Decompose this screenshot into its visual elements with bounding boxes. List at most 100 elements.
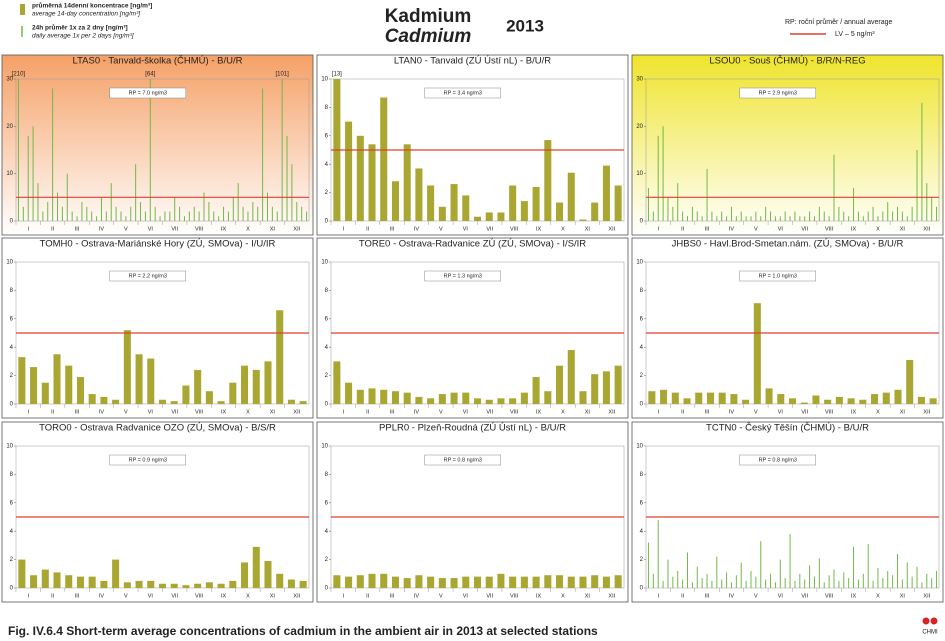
panel: TORO0 - Ostrava Radvanice OZO (ZÚ, SMOva… xyxy=(1,421,314,603)
x-tick-label: VII xyxy=(171,593,178,599)
bar xyxy=(509,576,517,588)
y-tick-label: 2 xyxy=(640,557,644,563)
x-tick-label: III xyxy=(705,409,710,415)
x-tick-label: IX xyxy=(221,226,227,232)
y-tick-label: 0 xyxy=(325,219,329,225)
y-tick-label: 8 xyxy=(325,105,329,111)
bar xyxy=(123,330,131,404)
x-tick-label: X xyxy=(561,593,565,599)
y-tick-label: 10 xyxy=(6,444,13,450)
x-tick-label: III xyxy=(705,593,710,599)
panel-title: LTAS0 - Tanvald-školka (ČHMÚ) - B/U/R xyxy=(73,56,243,67)
x-tick-label: V xyxy=(439,226,443,232)
x-tick-label: XII xyxy=(293,593,300,599)
bar xyxy=(264,561,272,588)
bar xyxy=(391,181,399,221)
bar xyxy=(427,398,435,404)
y-tick-label: 4 xyxy=(640,345,644,351)
x-tick-label: II xyxy=(681,409,685,415)
bar xyxy=(602,371,610,404)
x-tick-label: VII xyxy=(171,409,178,415)
bar xyxy=(591,202,599,221)
x-tick-label: X xyxy=(561,409,565,415)
series xyxy=(18,546,307,588)
bar xyxy=(509,398,517,404)
bar xyxy=(614,185,622,221)
bar xyxy=(403,144,411,221)
bar xyxy=(485,212,493,221)
rp-label: RP = 1.3 ng/m3 xyxy=(444,273,482,279)
bar xyxy=(614,365,622,404)
y-tick-label: 8 xyxy=(325,288,329,294)
x-tick-label: I xyxy=(657,593,659,599)
bar xyxy=(695,392,703,404)
bar xyxy=(403,392,411,404)
panel-frame xyxy=(316,421,629,603)
clipped-value-label: [210] xyxy=(12,72,26,78)
bar xyxy=(368,573,376,588)
y-tick-label: 10 xyxy=(636,260,643,266)
y-tick-label: 6 xyxy=(640,500,644,506)
x-tick-label: IX xyxy=(221,593,227,599)
x-tick-label: X xyxy=(876,226,880,232)
bar xyxy=(473,398,482,404)
bar xyxy=(368,388,376,404)
bar xyxy=(602,576,610,588)
bar xyxy=(41,569,49,588)
bar xyxy=(135,354,143,404)
x-tick-label: IX xyxy=(851,226,857,232)
bar xyxy=(730,394,738,404)
x-tick-label: II xyxy=(366,593,370,599)
bar xyxy=(671,392,679,404)
panel: TCTN0 - Český Těšín (ČHMÚ) - B/U/R 0 2 4 6 8 1… xyxy=(631,421,944,603)
bar xyxy=(473,216,482,221)
bar xyxy=(356,389,364,404)
y-tick-label: 6 xyxy=(325,133,329,139)
x-tick-label: XII xyxy=(923,593,930,599)
clipped-value-label: [13] xyxy=(332,72,342,78)
panel-title: TORE0 - Ostrava-Radvanice ZÚ (ZÚ, SMOva)… xyxy=(359,239,586,250)
bar xyxy=(53,572,61,588)
bar xyxy=(427,576,435,588)
bar xyxy=(333,361,341,404)
y-tick-label: 6 xyxy=(325,500,329,506)
bar xyxy=(660,389,668,404)
legend-label: 24h průměr 1x za 2 dny [ng/m³] xyxy=(32,24,128,32)
bar xyxy=(438,206,446,221)
bar xyxy=(450,392,458,404)
panel-title: LSOU0 - Souš (ČHMÚ) - B/R/N-REG xyxy=(709,56,865,67)
x-tick-label: V xyxy=(754,226,758,232)
x-tick-label: I xyxy=(657,226,659,232)
bar xyxy=(824,399,832,404)
bar xyxy=(18,559,26,588)
bar xyxy=(462,576,470,588)
x-tick-label: VIII xyxy=(195,593,204,599)
x-tick-label: XI xyxy=(900,593,906,599)
x-tick-label: XI xyxy=(900,226,906,232)
y-tick-label: 8 xyxy=(640,288,644,294)
x-tick-label: VI xyxy=(778,409,784,415)
bar xyxy=(497,398,505,404)
x-tick-label: IV xyxy=(414,226,420,232)
y-tick-label: 10 xyxy=(321,77,328,83)
x-tick-label: XI xyxy=(585,409,591,415)
bar xyxy=(252,369,260,404)
bar xyxy=(438,394,446,404)
x-tick-label: V xyxy=(439,593,443,599)
bar xyxy=(194,583,202,588)
rp-box xyxy=(739,87,817,99)
x-tick-label: XI xyxy=(270,226,276,232)
bar xyxy=(579,219,587,221)
y-tick-label: 10 xyxy=(6,260,13,266)
bar xyxy=(135,580,143,588)
x-tick-label: II xyxy=(51,226,55,232)
bar xyxy=(579,391,587,404)
y-tick-label: 30 xyxy=(6,77,13,83)
y-tick-label: 8 xyxy=(10,288,14,294)
y-tick-label: 2 xyxy=(10,373,14,379)
bar xyxy=(415,396,423,404)
y-tick-label: 6 xyxy=(640,316,644,322)
x-tick-label: VIII xyxy=(195,226,204,232)
